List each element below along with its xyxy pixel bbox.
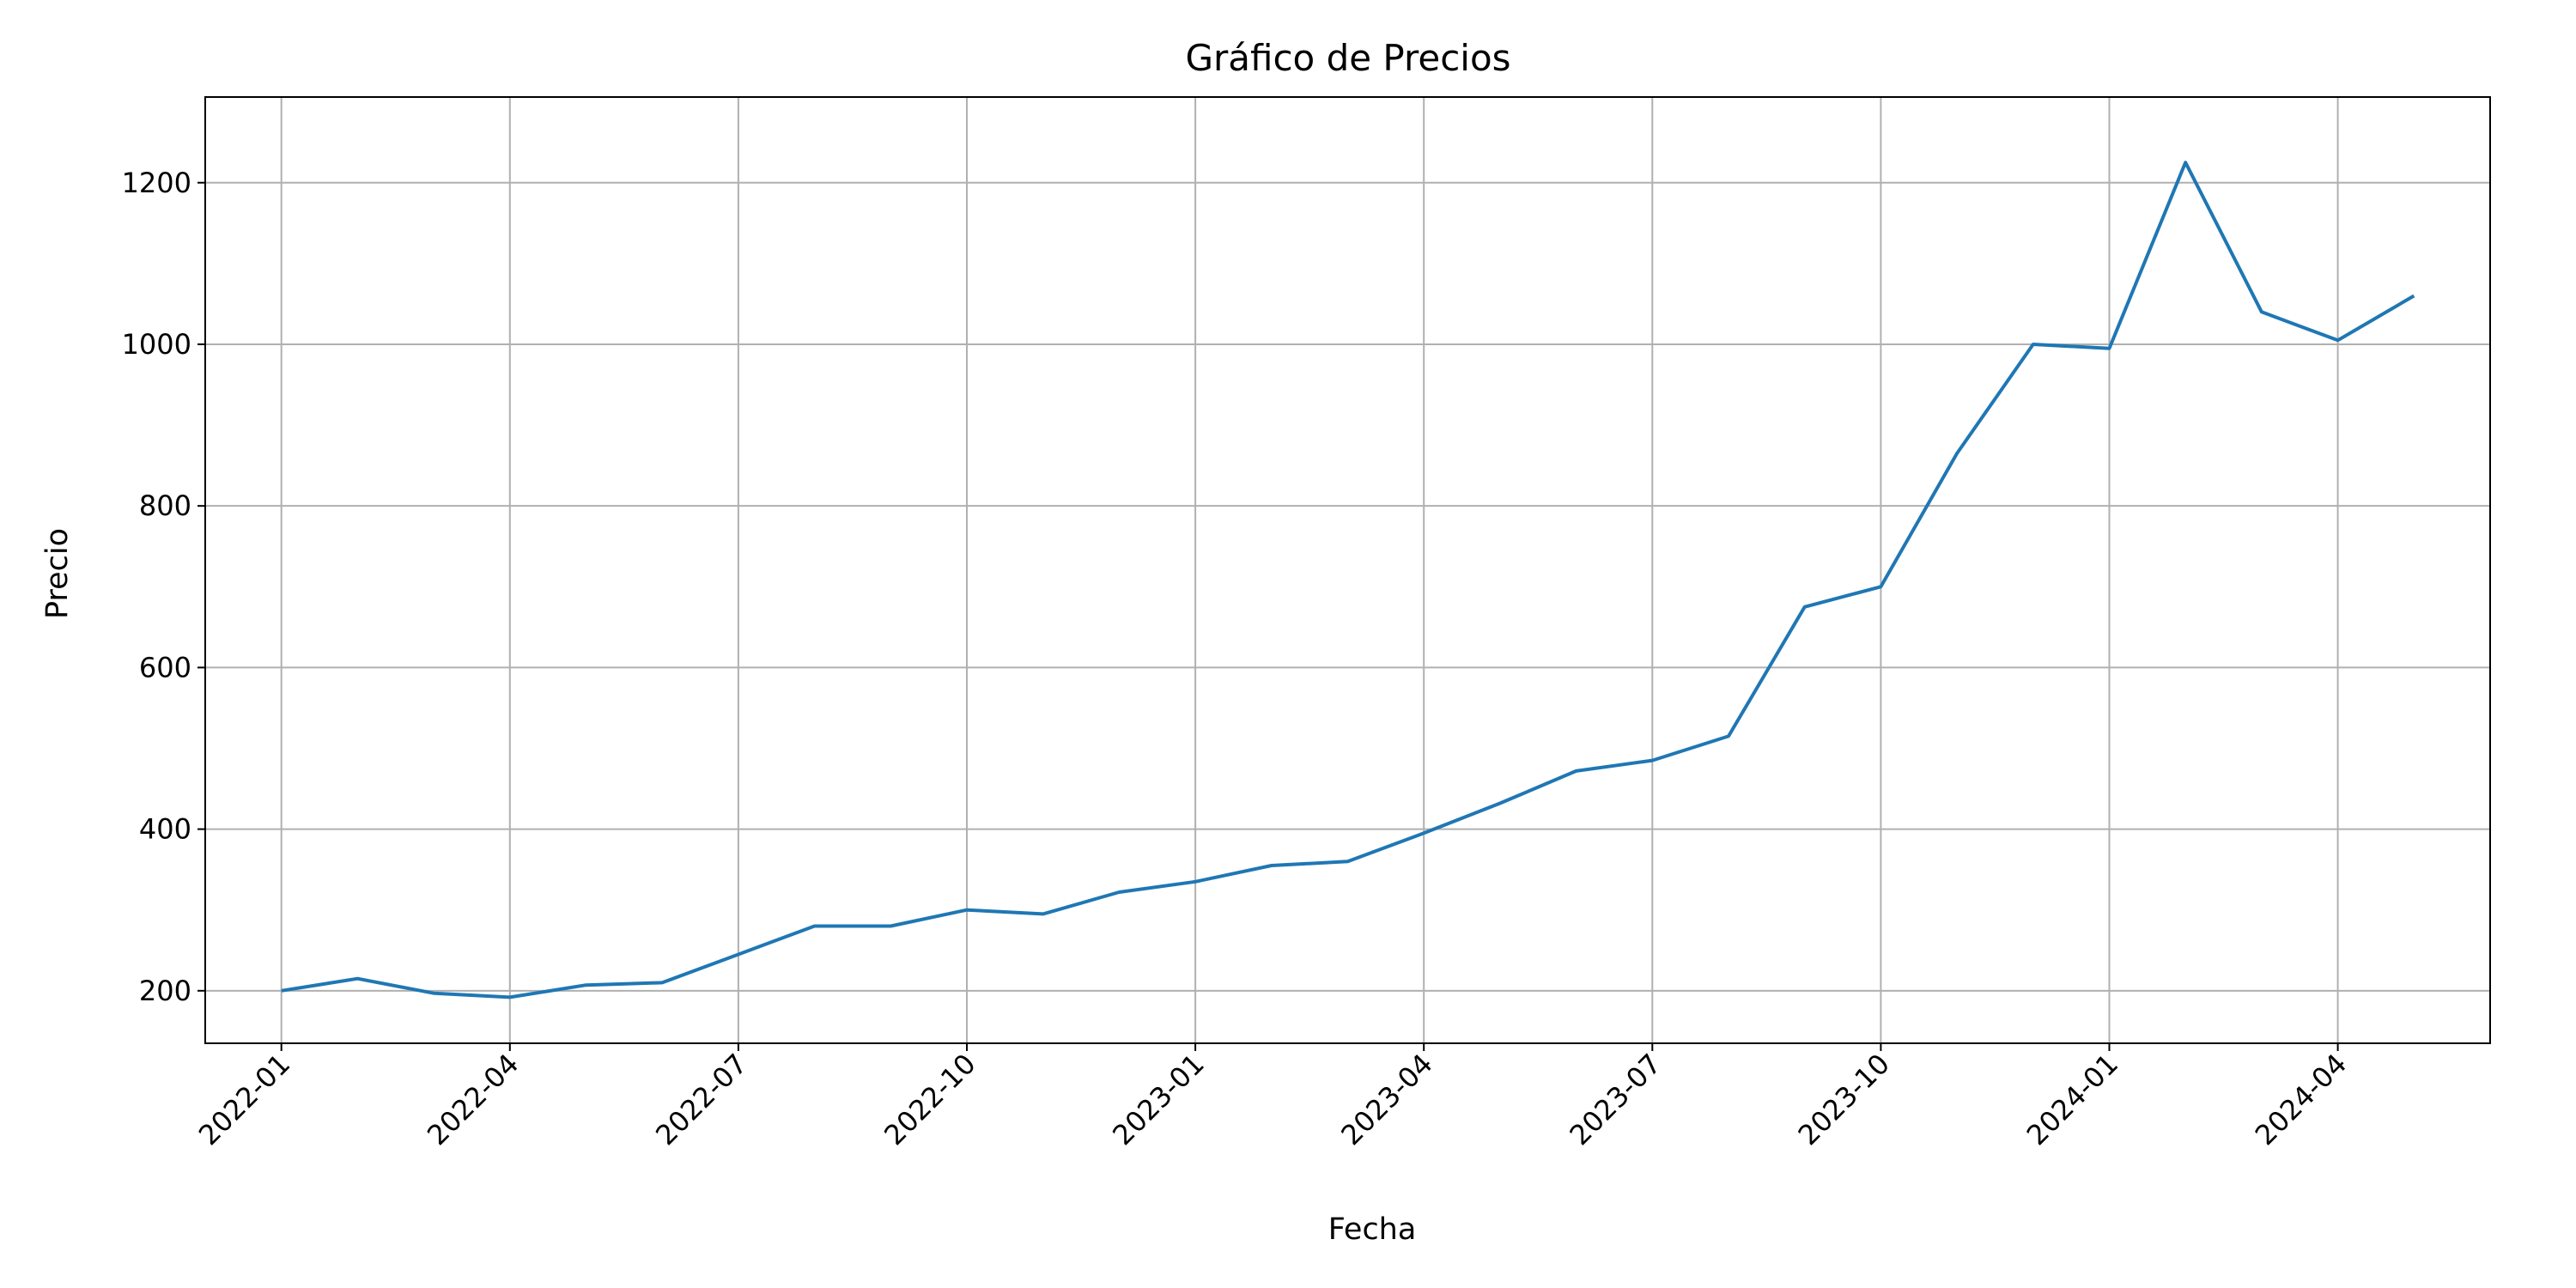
y-axis-label: Precio <box>40 528 75 619</box>
plot-frame <box>204 96 2491 1044</box>
y-tick-label: 200 <box>139 975 191 1007</box>
y-tick-label: 1000 <box>122 328 191 361</box>
x-axis-label: Fecha <box>1328 1212 1417 1247</box>
y-tick-label: 600 <box>139 651 191 683</box>
price-line <box>281 161 2415 999</box>
chart-title: Gráfico de Precios <box>1185 37 1510 79</box>
y-tick-label: 800 <box>139 489 191 522</box>
y-tick-label: 400 <box>139 813 191 846</box>
y-tick-label: 1200 <box>122 167 191 199</box>
